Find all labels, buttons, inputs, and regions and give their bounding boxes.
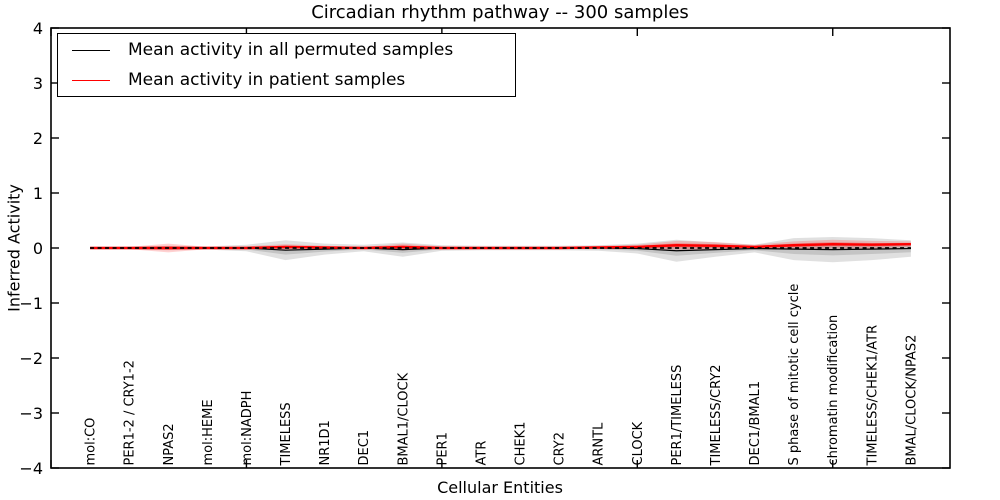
x-axis-label: Cellular Entities bbox=[437, 478, 563, 497]
patient-std-band-outer bbox=[90, 239, 911, 253]
permuted-std-band-outer bbox=[90, 237, 911, 263]
category-label: TIMELESS bbox=[279, 402, 294, 466]
y-tick-label: 4 bbox=[33, 19, 43, 38]
legend-item-0: Mean activity in all permuted samples bbox=[72, 35, 515, 65]
category-label: chromatin modification bbox=[826, 315, 841, 466]
legend-line-sample bbox=[72, 79, 110, 81]
y-tick-label: 1 bbox=[33, 184, 43, 203]
y-tick-label: −2 bbox=[19, 349, 43, 368]
category-label: PER1 bbox=[435, 432, 450, 465]
category-label: DEC1 bbox=[357, 430, 372, 466]
category-label: TIMELESS/CHEK1/ATR bbox=[865, 325, 880, 467]
category-label: ARNTL bbox=[592, 422, 607, 466]
y-tick-label: −1 bbox=[19, 294, 43, 313]
category-label: PER1-2 / CRY1-2 bbox=[123, 360, 138, 465]
legend-line-sample bbox=[72, 49, 110, 51]
category-label: NR1D1 bbox=[318, 420, 333, 465]
legend-label: Mean activity in patient samples bbox=[128, 70, 406, 90]
category-label: mol:HEME bbox=[201, 399, 216, 465]
chart-title: Circadian rhythm pathway -- 300 samples bbox=[311, 2, 689, 23]
legend-item-1: Mean activity in patient samples bbox=[72, 65, 515, 95]
legend-label: Mean activity in all permuted samples bbox=[128, 40, 454, 60]
category-label: CLOCK bbox=[631, 421, 646, 465]
y-tick-label: 3 bbox=[33, 74, 43, 93]
category-label: BMAL1/CLOCK bbox=[396, 372, 411, 465]
category-label: BMAL/CLOCK/NPAS2 bbox=[904, 335, 919, 466]
category-label: CHEK1 bbox=[514, 422, 529, 466]
category-label: TIMELESS/CRY2 bbox=[709, 364, 724, 466]
category-label: DEC1/BMAL1 bbox=[748, 381, 763, 466]
category-label: PER1/TIMELESS bbox=[670, 365, 685, 466]
category-label: mol:CO bbox=[84, 418, 99, 466]
legend: Mean activity in all permuted samples Mea… bbox=[57, 33, 516, 97]
y-tick-label: −3 bbox=[19, 404, 43, 423]
y-tick-label: 0 bbox=[33, 239, 43, 258]
category-label: mol:NADPH bbox=[240, 391, 255, 466]
category-label: S phase of mitotic cell cycle bbox=[787, 284, 802, 466]
category-label: NPAS2 bbox=[162, 423, 177, 465]
category-label: ATR bbox=[474, 441, 489, 466]
category-label: CRY2 bbox=[553, 432, 568, 466]
y-tick-label: 2 bbox=[33, 129, 43, 148]
y-tick-label: −4 bbox=[19, 459, 43, 478]
